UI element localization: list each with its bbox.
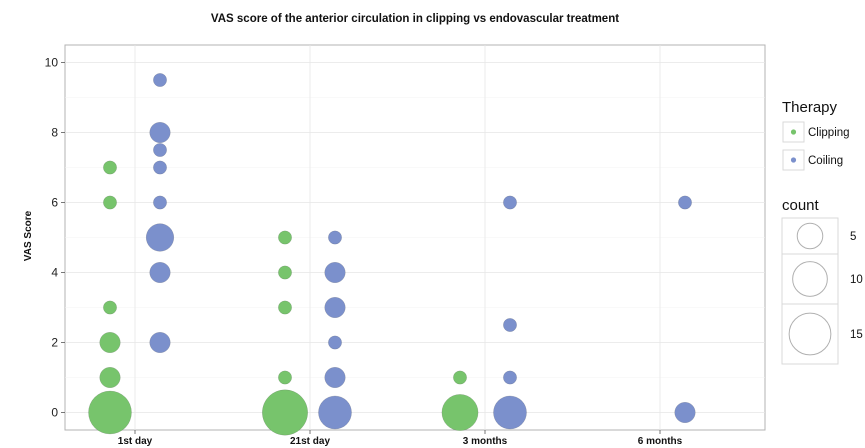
data-point-clipping [99,366,121,389]
legend-therapy-title: Therapy [782,99,838,116]
grid [65,45,765,430]
data-point-coiling [678,195,692,210]
data-point-coiling [324,366,346,389]
legend-count-label: 5 [850,231,856,243]
data-point-coiling [493,395,527,430]
y-axis-ticks: 0 2 4 6 8 10 [45,56,65,420]
legend-count-title: count [782,197,820,214]
legend-count-key [792,261,828,297]
data-point-coiling [503,195,517,210]
x-tick-label: 6 months [638,436,683,447]
data-point-clipping [441,394,479,431]
data-point-clipping [103,160,117,175]
legend-count-key [796,222,824,250]
data-point-coiling [153,73,167,87]
data-points [88,73,696,436]
x-tick-label: 21st day [290,436,330,447]
x-tick-label: 3 months [463,436,508,447]
data-point-clipping [262,389,308,436]
data-point-coiling [318,395,352,430]
y-tick-label: 4 [51,266,58,280]
y-tick-label: 6 [51,196,58,210]
legend-therapy: Therapy Clipping Coiling [782,99,850,171]
legend-count-label: 10 [850,274,863,286]
data-point-clipping [88,390,132,435]
legend-count-label: 15 [850,329,863,341]
data-point-coiling [149,331,171,354]
y-tick-label: 0 [51,406,58,420]
data-point-coiling [153,160,167,175]
legend-count-key [788,312,832,356]
data-point-clipping [278,230,292,245]
data-point-clipping [278,265,292,280]
y-tick-label: 8 [51,126,58,140]
x-tick-label: 1st day [118,436,153,447]
x-axis-ticks: 1st day 21st day 3 months 6 months [118,430,683,447]
data-point-coiling [153,143,167,157]
legend-count-key-box [781,303,839,365]
data-point-clipping [103,300,117,315]
data-point-coiling [503,318,517,332]
y-axis-label: VAS Score [23,210,34,261]
y-tick-label: 10 [45,56,59,70]
chart-title: VAS score of the anterior circulation in… [211,13,619,25]
data-point-coiling [145,223,175,252]
data-point-clipping [278,370,292,385]
legend-count: count 5 10 15 [781,197,863,365]
data-point-coiling [328,230,342,245]
data-point-coiling [153,195,167,210]
legend-key-coiling [790,157,797,163]
data-point-coiling [503,370,517,385]
data-point-clipping [278,300,292,315]
data-point-coiling [149,121,171,144]
data-point-coiling [324,261,346,284]
data-point-clipping [99,331,121,354]
data-point-clipping [103,195,117,210]
y-tick-label: 2 [51,336,58,350]
legend-label-clipping: Clipping [808,127,850,139]
data-point-coiling [328,335,342,350]
data-point-clipping [453,370,467,385]
data-point-coiling [324,296,346,319]
legend-key-clipping [790,129,797,135]
data-point-coiling [149,261,171,284]
legend-label-coiling: Coiling [808,155,843,167]
data-point-coiling [674,401,696,424]
legend-count-key-box [781,253,839,305]
